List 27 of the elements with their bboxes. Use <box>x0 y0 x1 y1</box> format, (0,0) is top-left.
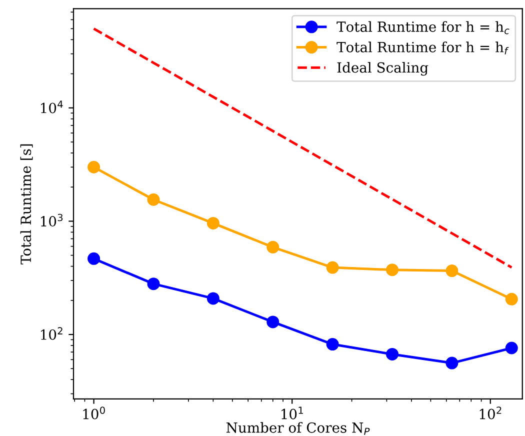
x-tick-label: 10$^{1}$ <box>282 406 303 420</box>
x-axis-title: Number of Cores N$_{P}$ <box>226 422 370 435</box>
point <box>206 216 220 230</box>
x-tick-label: 10$^{0}$ <box>83 406 105 420</box>
point <box>88 252 100 265</box>
y-tick-label: 10$^{4}$ <box>41 100 63 114</box>
point <box>266 240 280 254</box>
point <box>326 338 339 351</box>
legend-label: Total Runtime for h = h$_{c}$ <box>336 21 510 34</box>
legend-label: Ideal Scaling <box>337 62 428 76</box>
point <box>88 160 100 174</box>
point <box>147 193 160 206</box>
point <box>505 342 518 354</box>
point <box>147 278 160 290</box>
point <box>326 261 339 274</box>
legend-label: Total Runtime for h = h$_{f}$ <box>336 42 509 54</box>
point <box>386 264 399 276</box>
point <box>446 264 458 278</box>
point <box>266 316 280 328</box>
y-tick-label: 10$^{3}$ <box>41 214 63 227</box>
point <box>505 292 518 306</box>
y-tick-label: 10$^{2}$ <box>41 327 62 340</box>
point <box>386 348 399 360</box>
y-axis-title: Total Runtime [s] <box>20 144 33 264</box>
x-tick-label: 10$^{2}$ <box>480 406 502 420</box>
point <box>446 356 458 370</box>
point <box>206 292 220 305</box>
